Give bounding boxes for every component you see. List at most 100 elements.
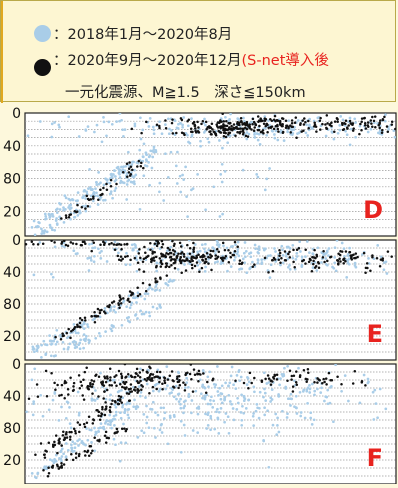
data-point xyxy=(249,255,253,259)
data-point xyxy=(137,385,141,388)
data-point xyxy=(126,408,130,411)
data-point xyxy=(344,259,347,263)
data-point xyxy=(256,115,260,118)
data-point xyxy=(194,127,197,130)
data-point xyxy=(310,270,314,273)
data-point xyxy=(118,172,121,176)
data-point xyxy=(110,241,113,245)
data-point xyxy=(178,241,182,245)
data-point xyxy=(128,300,131,304)
data-point xyxy=(98,315,102,319)
data-point xyxy=(375,256,379,260)
late-period-text: ：2020年9月～2020年12月(S-net導入後 xyxy=(53,49,329,70)
data-point xyxy=(290,378,293,381)
data-point xyxy=(32,402,35,406)
data-point xyxy=(177,386,180,390)
data-point xyxy=(99,371,102,375)
data-point xyxy=(53,241,56,244)
data-point xyxy=(131,160,134,164)
data-point xyxy=(288,268,292,271)
data-point xyxy=(236,240,240,244)
data-point xyxy=(179,419,183,423)
data-point xyxy=(163,411,167,415)
data-point xyxy=(253,263,256,266)
data-point xyxy=(170,257,174,261)
data-point xyxy=(283,250,287,253)
data-point xyxy=(86,438,90,442)
data-point xyxy=(60,444,63,447)
data-point xyxy=(171,249,175,252)
data-point xyxy=(340,389,343,393)
data-point xyxy=(202,372,205,375)
data-point xyxy=(144,251,147,255)
data-point xyxy=(142,431,146,435)
data-point xyxy=(167,132,171,136)
data-point xyxy=(162,406,166,410)
data-point xyxy=(344,129,347,133)
data-point xyxy=(130,127,134,131)
data-point xyxy=(176,268,180,271)
data-point xyxy=(84,242,87,246)
data-point xyxy=(84,197,87,200)
data-point xyxy=(113,417,117,421)
data-point xyxy=(91,246,95,250)
data-point xyxy=(145,382,149,386)
data-point xyxy=(330,385,333,388)
data-point xyxy=(200,254,204,258)
data-point xyxy=(256,138,260,142)
data-point xyxy=(172,385,175,388)
data-point xyxy=(71,450,75,453)
data-point xyxy=(362,251,366,255)
data-point xyxy=(370,122,373,125)
data-point xyxy=(206,126,209,129)
data-point xyxy=(310,127,314,130)
data-point xyxy=(252,412,255,415)
data-point xyxy=(74,340,78,344)
data-point xyxy=(189,260,192,263)
data-point xyxy=(179,117,183,120)
data-point xyxy=(281,261,285,265)
data-point xyxy=(116,243,119,246)
data-point xyxy=(281,122,284,126)
data-point xyxy=(87,269,91,272)
data-point xyxy=(62,334,65,337)
data-point xyxy=(263,413,267,417)
data-point xyxy=(208,370,212,374)
data-point xyxy=(38,120,42,123)
data-point xyxy=(380,131,384,135)
data-point xyxy=(118,306,121,309)
data-point xyxy=(313,248,316,252)
data-point xyxy=(94,389,97,392)
data-point xyxy=(71,389,75,393)
data-point xyxy=(104,397,108,401)
data-point xyxy=(78,386,82,390)
data-point xyxy=(209,249,213,253)
data-point xyxy=(150,257,154,260)
data-point xyxy=(77,374,81,377)
data-point xyxy=(140,388,143,391)
data-point xyxy=(246,135,250,138)
data-point xyxy=(93,246,97,249)
data-point xyxy=(295,136,298,139)
data-point xyxy=(127,392,131,396)
data-point xyxy=(142,166,145,170)
data-point xyxy=(269,263,273,267)
data-point xyxy=(95,183,99,187)
y-tick-label: 40 xyxy=(3,139,21,155)
data-point xyxy=(132,175,135,179)
data-point xyxy=(57,419,61,422)
data-point xyxy=(303,117,306,120)
data-point xyxy=(112,437,116,441)
data-point xyxy=(233,249,237,253)
data-point xyxy=(149,379,153,382)
data-point xyxy=(53,390,57,394)
data-point xyxy=(269,118,272,121)
data-point xyxy=(237,118,241,122)
data-point xyxy=(224,255,228,258)
data-point xyxy=(113,424,116,427)
data-point xyxy=(31,345,35,349)
data-point xyxy=(128,306,132,310)
data-point xyxy=(85,427,88,430)
data-point xyxy=(72,323,76,326)
data-point xyxy=(227,119,230,123)
